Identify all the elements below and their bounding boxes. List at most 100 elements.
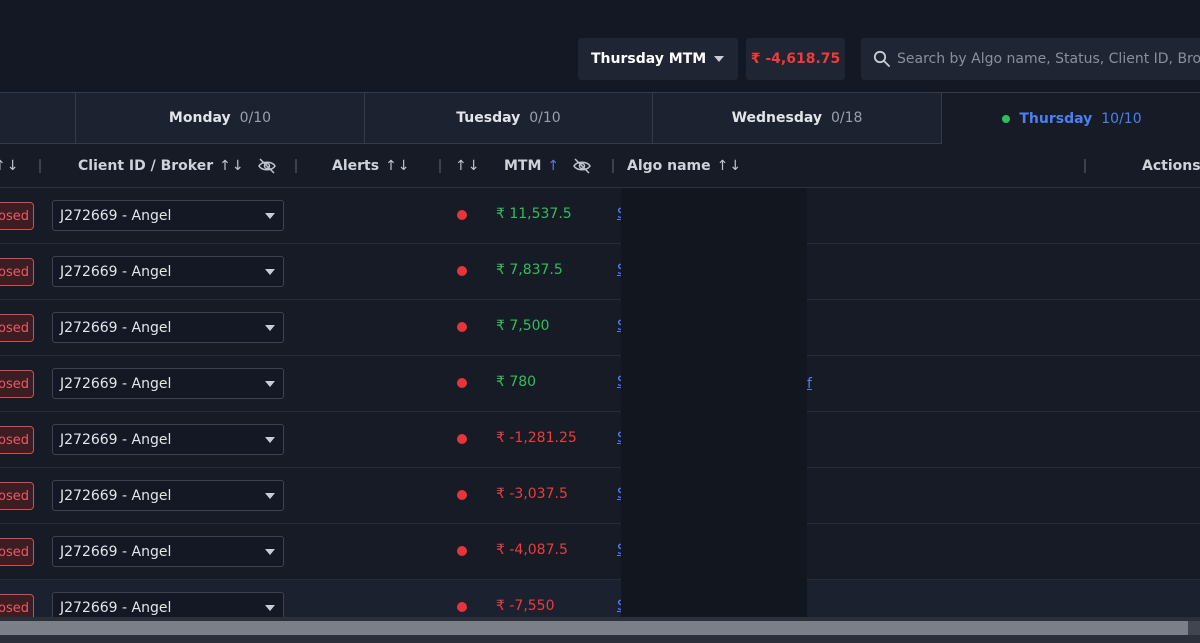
mtm-value: ₹ 11,537.5 xyxy=(496,206,572,222)
tab-label: Wednesday xyxy=(731,110,822,126)
client-column-header[interactable]: Client ID / Broker ↑↓ xyxy=(78,144,277,188)
column-divider[interactable] xyxy=(39,159,41,173)
algo-name-overlay xyxy=(621,188,807,643)
sort-arrows-icon[interactable]: ↑↓ xyxy=(455,158,481,174)
algo-name-link-fragment[interactable]: f xyxy=(807,376,812,392)
mtm-column-header[interactable]: MTM ↑ xyxy=(504,144,592,188)
client-broker-value: J272669 - Angel xyxy=(60,431,172,448)
column-title: Client ID / Broker xyxy=(78,158,214,174)
search-box[interactable] xyxy=(861,38,1200,80)
eye-off-icon[interactable] xyxy=(572,158,592,174)
tab-label: Monday xyxy=(168,110,231,126)
column-divider[interactable] xyxy=(1084,159,1086,173)
sort-up-icon[interactable]: ↑ xyxy=(547,158,561,174)
tab-count: 0/10 xyxy=(529,110,561,126)
status-badge: osed xyxy=(0,314,34,342)
table-row: osed J272669 - Angel ₹ -4,087.5 S xyxy=(0,524,1200,580)
tab-tuesday[interactable]: Tuesday 0/10 xyxy=(364,92,653,144)
algo-column-header[interactable]: Algo name ↑↓ xyxy=(627,144,742,188)
alert-indicator-dot xyxy=(457,210,467,220)
sort-arrows-icon[interactable]: ↑↓ xyxy=(0,158,20,174)
search-icon xyxy=(873,50,890,67)
tab-count: 0/18 xyxy=(830,110,863,126)
tab-label: Thursday xyxy=(1019,110,1093,127)
client-broker-value: J272669 - Angel xyxy=(60,263,172,280)
chevron-down-icon xyxy=(265,437,275,443)
alert-indicator-dot xyxy=(457,602,467,612)
column-divider[interactable] xyxy=(439,159,441,173)
mtm-value: ₹ 7,500 xyxy=(496,318,550,334)
tab-count: 0/10 xyxy=(239,110,272,126)
client-broker-value: J272669 - Angel xyxy=(60,207,172,224)
tab-wednesday[interactable]: Wednesday 0/18 xyxy=(652,92,942,144)
alert-indicator-dot xyxy=(457,434,467,444)
eye-off-icon[interactable] xyxy=(257,158,277,174)
chevron-down-icon xyxy=(265,381,275,387)
chevron-down-icon xyxy=(265,213,275,219)
unnamed-sort-column-header[interactable]: ↑↓ xyxy=(455,144,480,188)
top-bar: Thursday MTM ₹ -4,618.75 xyxy=(0,0,1200,92)
sort-arrows-icon[interactable]: ↑↓ xyxy=(385,158,411,174)
chevron-down-icon xyxy=(265,493,275,499)
sort-arrows-icon[interactable]: ↑↓ xyxy=(219,158,245,174)
alert-indicator-dot xyxy=(457,546,467,556)
status-badge: osed xyxy=(0,426,34,454)
mtm-value: ₹ 780 xyxy=(496,374,537,390)
client-broker-select[interactable]: J272669 - Angel xyxy=(52,368,284,399)
alert-indicator-dot xyxy=(457,490,467,500)
mtm-value: ₹ 7,837.5 xyxy=(496,262,563,278)
client-broker-value: J272669 - Angel xyxy=(60,599,172,616)
mtm-day-select[interactable]: Thursday MTM xyxy=(578,38,738,80)
column-divider[interactable] xyxy=(612,159,614,173)
alerts-column-header[interactable]: Alerts ↑↓ xyxy=(332,144,411,188)
chevron-down-icon xyxy=(265,269,275,275)
table-row: osed J272669 - Angel ₹ 7,837.5 S xyxy=(0,244,1200,300)
status-badge: osed xyxy=(0,538,34,566)
table-header: ↑↓ Client ID / Broker ↑↓ Alerts ↑↓ ↑↓ MT… xyxy=(0,144,1200,188)
client-broker-select[interactable]: J272669 - Angel xyxy=(52,312,284,343)
mtm-day-select-label: Thursday MTM xyxy=(591,51,707,67)
client-broker-select[interactable]: J272669 - Angel xyxy=(52,424,284,455)
column-title: Alerts xyxy=(332,158,380,174)
mtm-value: ₹ -1,281.25 xyxy=(496,430,577,446)
sort-arrows-icon[interactable]: ↑↓ xyxy=(716,158,743,174)
tab-previous-partial[interactable] xyxy=(0,92,76,144)
client-broker-value: J272669 - Angel xyxy=(60,543,172,560)
client-broker-value: J272669 - Angel xyxy=(60,375,172,392)
client-broker-select[interactable]: J272669 - Angel xyxy=(52,536,284,567)
client-broker-select[interactable]: J272669 - Angel xyxy=(52,256,284,287)
table-row: osed J272669 - Angel ₹ -3,037.5 S xyxy=(0,468,1200,524)
mtm-value: ₹ -4,087.5 xyxy=(496,542,568,558)
chevron-down-icon xyxy=(265,325,275,331)
total-mtm-value: ₹ -4,618.75 xyxy=(746,38,845,80)
client-broker-value: J272669 - Angel xyxy=(60,319,172,336)
scrollbar-thumb[interactable] xyxy=(0,621,1188,635)
mtm-value: ₹ -7,550 xyxy=(496,598,555,614)
table-row: osed J272669 - Angel ₹ 11,537.5 S xyxy=(0,188,1200,244)
tab-thursday[interactable]: Thursday 10/10 xyxy=(941,92,1200,144)
day-tabs: Monday 0/10 Tuesday 0/10 Wednesday 0/18 … xyxy=(0,92,1200,144)
client-broker-select[interactable]: J272669 - Angel xyxy=(52,200,284,231)
tab-count: 10/10 xyxy=(1101,110,1142,127)
alert-indicator-dot xyxy=(457,266,467,276)
search-input[interactable] xyxy=(897,38,1200,80)
status-badge: osed xyxy=(0,482,34,510)
active-status-dot xyxy=(1002,114,1011,123)
table-row: osed J272669 - Angel ₹ 780 S xyxy=(0,356,1200,412)
scrollbar-track-end[interactable] xyxy=(1188,621,1200,635)
tab-label: Tuesday xyxy=(456,110,521,126)
column-divider[interactable] xyxy=(295,159,297,173)
alert-indicator-dot xyxy=(457,322,467,332)
horizontal-scrollbar[interactable] xyxy=(0,617,1200,643)
chevron-down-icon xyxy=(265,605,275,611)
client-broker-value: J272669 - Angel xyxy=(60,487,172,504)
status-badge: osed xyxy=(0,202,34,230)
status-column-header[interactable]: ↑↓ xyxy=(0,144,19,188)
status-badge: osed xyxy=(0,258,34,286)
tab-monday[interactable]: Monday 0/10 xyxy=(75,92,365,144)
column-title: Actions xyxy=(1142,158,1200,174)
status-badge: osed xyxy=(0,370,34,398)
table-row: osed J272669 - Angel ₹ -1,281.25 S xyxy=(0,412,1200,468)
mtm-value: ₹ -3,037.5 xyxy=(496,486,568,502)
client-broker-select[interactable]: J272669 - Angel xyxy=(52,480,284,511)
